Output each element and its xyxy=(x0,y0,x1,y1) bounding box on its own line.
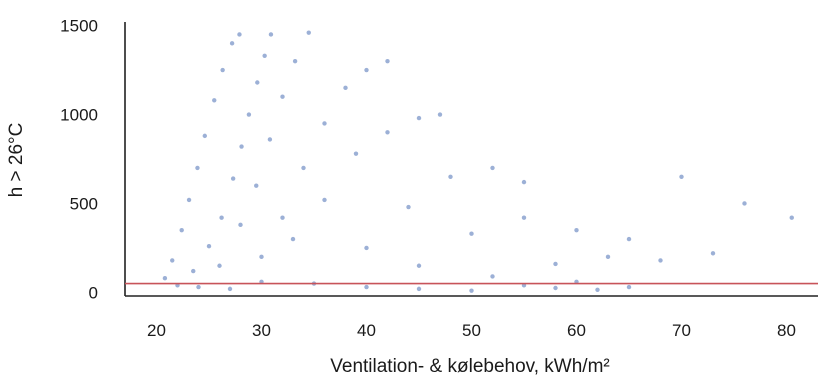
scatter-point xyxy=(202,133,207,139)
x-tick-label: 80 xyxy=(777,321,796,340)
x-tick-label: 20 xyxy=(147,321,166,340)
scatter-point xyxy=(237,32,242,37)
scatter-point xyxy=(290,236,296,242)
scatter-point xyxy=(196,284,201,290)
scatter-point xyxy=(364,284,369,290)
scatter-point xyxy=(230,176,236,181)
scatter-point xyxy=(553,261,558,267)
scatter-point xyxy=(574,227,579,233)
scatter-point xyxy=(406,204,411,210)
scatter-point xyxy=(162,276,168,281)
scatter-point xyxy=(301,165,306,171)
scatter-point xyxy=(605,254,611,260)
y-tick-label: 1500 xyxy=(60,17,98,36)
scatter-point xyxy=(186,197,192,203)
scatter-point xyxy=(219,215,224,220)
scatter-point xyxy=(553,285,558,291)
scatter-point xyxy=(306,30,311,35)
scatter-point xyxy=(521,215,527,220)
scatter-point xyxy=(416,263,422,268)
scatter-point xyxy=(238,222,243,228)
scatter-point xyxy=(385,58,390,64)
y-tick-label: 1000 xyxy=(60,106,98,125)
scatter-point xyxy=(789,215,794,220)
scatter-point xyxy=(191,268,196,274)
scatter-point xyxy=(364,67,369,73)
scatter-point xyxy=(280,215,285,220)
scatter-point xyxy=(658,258,663,263)
scatter-point xyxy=(490,274,495,279)
scatter-point xyxy=(322,121,327,126)
y-axis-title: h > 26°C xyxy=(6,123,27,198)
scatter-point xyxy=(292,58,298,64)
scatter-point xyxy=(246,112,252,117)
scatter-point xyxy=(220,67,225,73)
scatter-point xyxy=(416,115,422,121)
scatter-point xyxy=(521,179,527,185)
scatter-point xyxy=(262,53,267,59)
scatter-point xyxy=(364,245,369,251)
scatter-point xyxy=(179,227,184,233)
scatter-point xyxy=(710,251,716,256)
scatter-point xyxy=(437,112,443,117)
scatter-point xyxy=(267,137,273,142)
scatter-point xyxy=(254,183,259,188)
scatter-point xyxy=(343,85,348,91)
scatter-point xyxy=(206,243,212,249)
scatter-point xyxy=(259,254,264,260)
scatter-point xyxy=(742,201,747,206)
data-points xyxy=(162,30,794,293)
scatter-point xyxy=(239,144,244,149)
scatter-point xyxy=(227,286,233,292)
scatter-point xyxy=(212,98,217,103)
scatter-point xyxy=(353,151,359,156)
scatter-point xyxy=(385,130,390,135)
scatter-point xyxy=(268,32,274,37)
scatter-point xyxy=(322,197,327,203)
y-tick-label: 500 xyxy=(70,194,98,213)
scatter-point xyxy=(448,174,453,179)
scatter-point xyxy=(280,94,285,99)
scatter-point xyxy=(595,287,600,292)
scatter-point xyxy=(626,284,632,290)
x-tick-label: 40 xyxy=(357,321,376,340)
scatter-point xyxy=(469,231,474,236)
scatter-point xyxy=(229,41,235,46)
y-tick-labels: 0 500 1000 1500 xyxy=(60,17,98,303)
x-tick-label: 30 xyxy=(252,321,271,340)
scatter-point xyxy=(170,258,175,263)
scatter-point xyxy=(490,165,495,171)
x-tick-label: 50 xyxy=(462,321,481,340)
x-tick-label: 70 xyxy=(672,321,691,340)
x-tick-labels: 20 30 40 50 60 70 80 xyxy=(147,321,796,340)
scatter-point xyxy=(217,263,222,268)
scatter-point xyxy=(195,165,200,171)
scatter-point xyxy=(416,286,422,292)
scatter-point xyxy=(255,80,260,85)
scatter-point xyxy=(679,174,684,179)
scatter-point xyxy=(626,236,632,242)
scatter-point xyxy=(469,288,474,293)
y-tick-label: 0 xyxy=(89,283,98,302)
x-tick-label: 60 xyxy=(567,321,586,340)
x-axis-title: Ventilation- & kølebehov, kWh/m² xyxy=(330,356,609,377)
